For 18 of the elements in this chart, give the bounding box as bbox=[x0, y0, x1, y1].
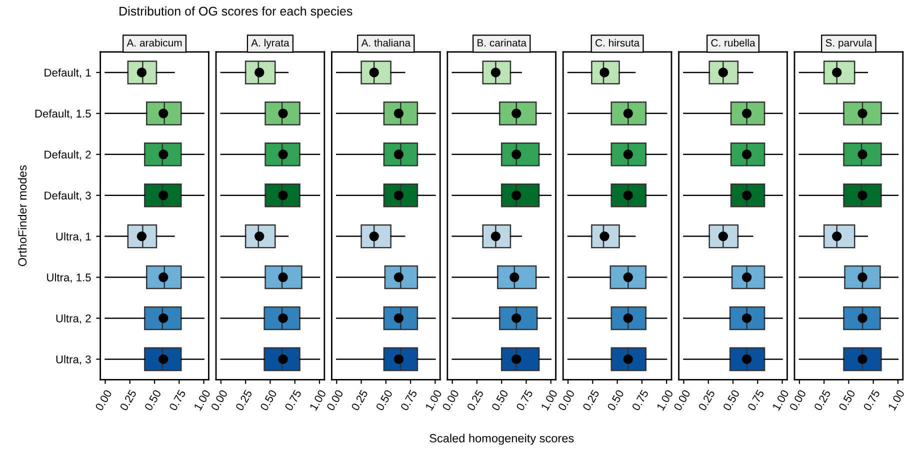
chart-title: B. carinata bbox=[478, 38, 526, 47]
x-axis-title: Scaled homogeneity scores bbox=[430, 434, 574, 445]
chart-title: A. arabicum bbox=[126, 38, 182, 47]
chart-title: S. parvula bbox=[826, 38, 872, 49]
chart-title: C. rubella bbox=[711, 38, 756, 47]
chart-title: C. hirsuta bbox=[596, 38, 640, 47]
chart-title: A. thaliana bbox=[361, 38, 411, 47]
y-tick-label: Ultra, 3 bbox=[56, 355, 91, 365]
y-tick-label: Ultra, 2 bbox=[56, 314, 91, 324]
y-tick-label: Default, 3 bbox=[44, 191, 91, 201]
y-tick-label: Ultra, 1 bbox=[56, 232, 91, 242]
y-tick-label: Default, 2 bbox=[44, 150, 91, 160]
y-axis-title: OrthoFinder modes bbox=[18, 165, 27, 266]
y-tick-label: Default, 1 bbox=[44, 68, 91, 78]
text: Distribution of OG scores for each species bbox=[120, 6, 352, 18]
y-tick-label: Ultra, 1.5 bbox=[47, 273, 91, 283]
chart-title: A. lyrata bbox=[251, 38, 290, 49]
y-tick-label: Default, 1.5 bbox=[35, 109, 91, 119]
